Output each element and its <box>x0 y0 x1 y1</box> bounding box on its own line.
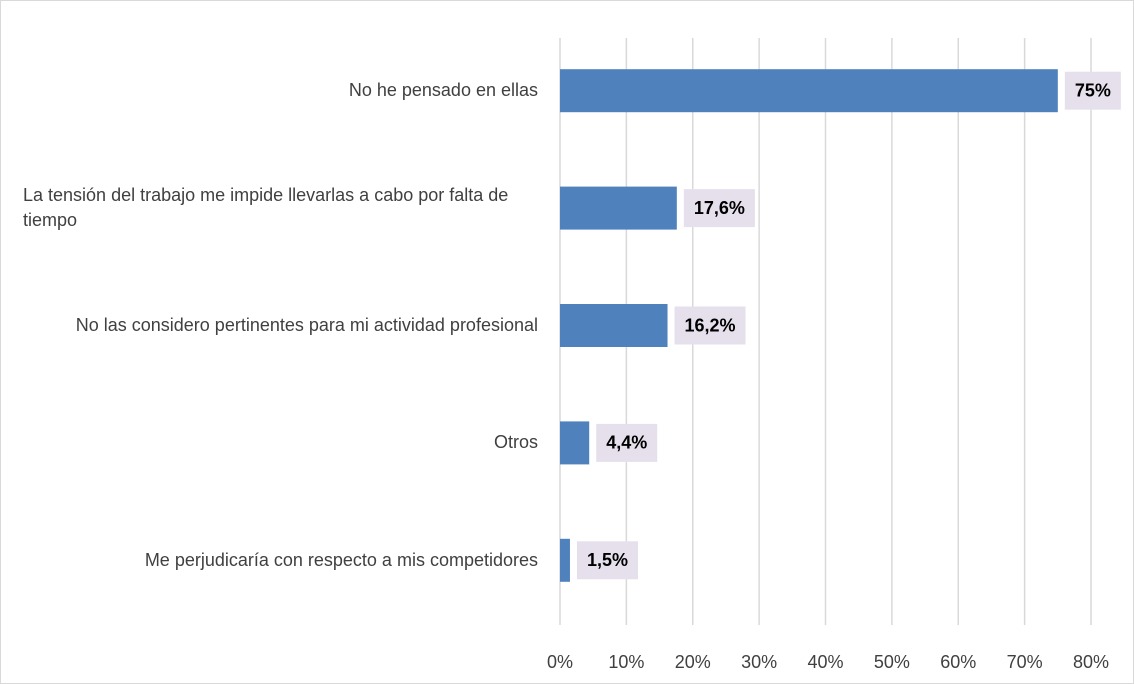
data-label-text: 17,6% <box>694 198 745 218</box>
category-label: La tensión del trabajo me impide llevarl… <box>0 168 538 248</box>
category-label: Otros <box>0 403 538 483</box>
category-text: No he pensado en ellas <box>348 80 538 101</box>
category-text: La tensión del trabajo me impide llevarl… <box>23 185 509 231</box>
category-text: Me perjudicaría con respecto a mis compe… <box>144 549 538 570</box>
category-label: No las considero pertinentes para mi act… <box>0 286 538 366</box>
x-tick-label: 80% <box>1073 652 1109 672</box>
bar <box>560 538 570 582</box>
x-tick-label: 60% <box>940 652 976 672</box>
data-label-text: 1,5% <box>587 550 628 570</box>
bar <box>560 421 590 465</box>
data-label-box <box>674 306 746 345</box>
x-tick-label: 10% <box>608 652 644 672</box>
data-label-text: 75% <box>1075 80 1111 100</box>
data-label: 17,6% <box>683 189 755 228</box>
category-text: Otros <box>493 432 538 453</box>
x-tick-label: 50% <box>874 652 910 672</box>
x-tick-label: 40% <box>807 652 843 672</box>
data-label: 75% <box>1064 71 1121 110</box>
data-label-box <box>683 189 755 228</box>
data-label: 4,4% <box>596 423 658 462</box>
data-label-box <box>1064 71 1121 110</box>
category-text: No las considero pertinentes para mi act… <box>75 315 538 335</box>
data-label-text: 4,4% <box>606 433 647 453</box>
x-tick-label: 30% <box>741 652 777 672</box>
x-tick-label: 20% <box>675 652 711 672</box>
data-label: 16,2% <box>674 306 746 345</box>
data-label-box <box>596 423 658 462</box>
x-tick-label: 70% <box>1007 652 1043 672</box>
data-label-text: 16,2% <box>685 315 736 335</box>
data-label: 1,5% <box>576 541 638 580</box>
category-label: Me perjudicaría con respecto a mis compe… <box>0 520 538 600</box>
category-label: No he pensado en ellas <box>0 51 538 131</box>
bar <box>560 304 668 347</box>
bar <box>560 69 1058 113</box>
bar <box>560 186 677 230</box>
x-tick-label: 0% <box>547 652 573 672</box>
data-label-box <box>576 541 638 580</box>
